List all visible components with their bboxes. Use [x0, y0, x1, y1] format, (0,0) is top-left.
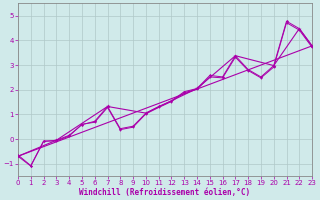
- X-axis label: Windchill (Refroidissement éolien,°C): Windchill (Refroidissement éolien,°C): [79, 188, 251, 197]
